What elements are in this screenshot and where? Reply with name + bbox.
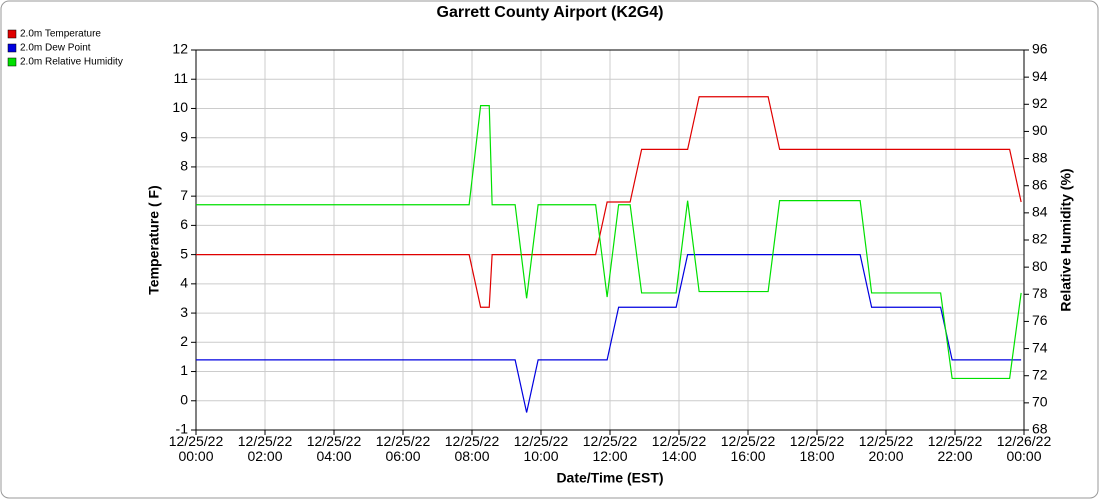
y-tick-label: 0 bbox=[180, 391, 188, 407]
y-axis-label: Temperature ( F) bbox=[146, 185, 162, 294]
y2-axis-label: Relative Humidity (%) bbox=[1058, 168, 1074, 311]
x-tick-label: 12/25/22 16:00 bbox=[720, 433, 776, 464]
legend-swatch bbox=[7, 29, 17, 39]
y2-tick-label: 96 bbox=[1032, 41, 1048, 57]
y2-tick-label: 68 bbox=[1032, 421, 1048, 437]
y2-tick-label: 80 bbox=[1032, 258, 1048, 274]
legend-label: 2.0m Dew Point bbox=[20, 43, 91, 54]
x-tick-label: 12/25/22 18:00 bbox=[789, 433, 845, 464]
y-tick-label: 12 bbox=[172, 41, 188, 57]
chart-title: Garrett County Airport (K2G4) bbox=[437, 4, 664, 21]
series-line bbox=[196, 105, 1022, 380]
y2-tick-label: 86 bbox=[1032, 176, 1048, 192]
x-tick-label: 12/25/22 00:00 bbox=[168, 433, 224, 464]
y2-tick-label: 78 bbox=[1032, 285, 1048, 301]
x-tick-label: 12/25/22 12:00 bbox=[582, 433, 638, 464]
x-tick-label: 12/25/22 04:00 bbox=[306, 433, 362, 464]
y-tick-label: 7 bbox=[180, 187, 188, 203]
y-tick-label: -1 bbox=[176, 421, 189, 437]
y2-tick-label: 84 bbox=[1032, 204, 1048, 220]
y-tick-label: 2 bbox=[180, 333, 188, 349]
y2-tick-label: 90 bbox=[1032, 122, 1048, 138]
legend-label: 2.0m Relative Humidity bbox=[20, 57, 123, 68]
series-line bbox=[196, 254, 1022, 413]
y2-tick-label: 92 bbox=[1032, 95, 1048, 111]
y-tick-label: 8 bbox=[180, 158, 188, 174]
y2-tick-label: 72 bbox=[1032, 366, 1048, 382]
x-tick-label: 12/25/22 02:00 bbox=[237, 433, 293, 464]
series-line bbox=[196, 96, 1022, 308]
y-tick-label: 4 bbox=[180, 275, 188, 291]
x-tick-label: 12/25/22 14:00 bbox=[651, 433, 707, 464]
y2-tick-label: 76 bbox=[1032, 312, 1048, 328]
y-tick-label: 6 bbox=[180, 216, 188, 232]
x-tick-label: 12/25/22 22:00 bbox=[927, 433, 983, 464]
x-tick-label: 12/25/22 20:00 bbox=[858, 433, 914, 464]
x-tick-label: 12/25/22 10:00 bbox=[513, 433, 569, 464]
y2-tick-label: 70 bbox=[1032, 394, 1048, 410]
y2-tick-label: 74 bbox=[1032, 339, 1048, 355]
legend-swatch bbox=[7, 43, 17, 53]
legend-label: 2.0m Temperature bbox=[20, 29, 101, 40]
x-tick-label: 12/25/22 06:00 bbox=[375, 433, 431, 464]
y-tick-label: 3 bbox=[180, 304, 188, 320]
y2-tick-label: 82 bbox=[1032, 231, 1048, 247]
x-tick-label: 12/25/22 08:00 bbox=[444, 433, 500, 464]
y-tick-label: 10 bbox=[172, 99, 188, 115]
plot-border bbox=[195, 49, 1025, 431]
y-tick-label: 5 bbox=[180, 245, 188, 261]
y2-tick-label: 88 bbox=[1032, 149, 1048, 165]
y2-tick-label: 94 bbox=[1032, 68, 1048, 84]
x-axis-label: Date/Time (EST) bbox=[556, 470, 663, 486]
y-tick-label: 1 bbox=[180, 362, 188, 378]
y-tick-label: 11 bbox=[173, 70, 188, 86]
legend-swatch bbox=[7, 57, 17, 67]
x-tick-label: 12/26/22 00:00 bbox=[996, 433, 1052, 464]
y-tick-label: 9 bbox=[180, 128, 188, 144]
